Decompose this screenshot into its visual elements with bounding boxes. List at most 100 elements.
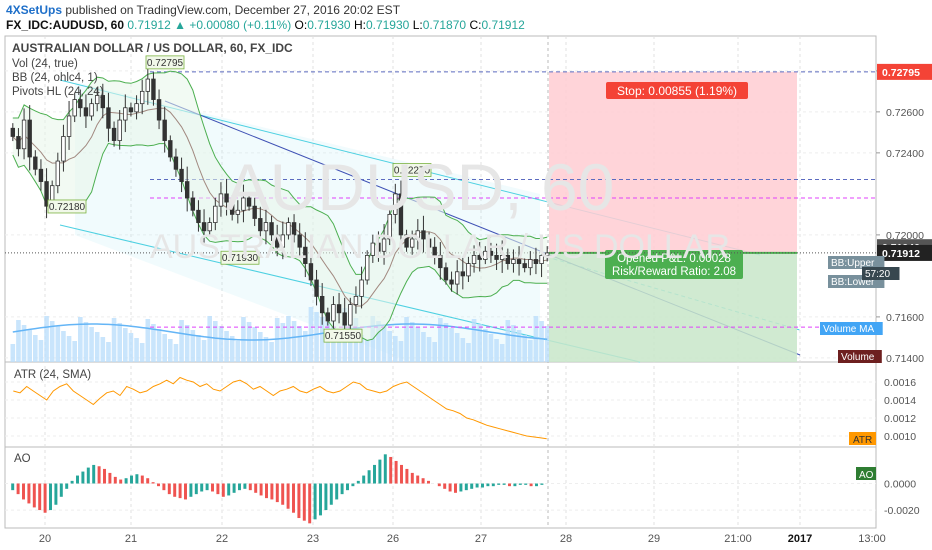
volume-bar [94, 332, 100, 362]
candle-body [139, 90, 145, 105]
volume-bar [151, 324, 156, 362]
volume-bar [123, 328, 128, 362]
candle-body [218, 193, 224, 207]
candle-body [190, 197, 196, 211]
candle-body [128, 107, 134, 113]
volume-bar [404, 317, 409, 362]
atr-pane: 0.0016 0.0014 0.0012 0.0010 ATR [5, 376, 916, 446]
volume-bar [78, 317, 83, 362]
atr-tick-label: 0.0016 [884, 377, 916, 389]
candle-body [179, 168, 184, 182]
candle-body [348, 304, 353, 326]
volume-bar [269, 342, 274, 362]
candle-body [111, 127, 117, 141]
candle-body [336, 304, 342, 314]
position-tool[interactable]: Stop: 0.00855 (1.19%) Opened P&L: 0.00028… [549, 71, 797, 362]
volume-bar [376, 321, 381, 362]
candle-body [83, 107, 89, 117]
candle-body [44, 181, 49, 207]
volume-bar [196, 335, 201, 362]
candle-body [258, 218, 263, 232]
low-value: 0.71870 [422, 18, 467, 32]
atr-tick-label: 0.0014 [884, 395, 916, 407]
volume-bar [449, 328, 454, 362]
y-tick-label: 0.71400 [886, 353, 924, 365]
indicator-bb[interactable]: BB (24, ohlc4, 1) [12, 72, 98, 84]
volume-bar [235, 341, 241, 362]
volume-bar [66, 336, 72, 362]
publish-text: published on TradingView.com, December 2… [62, 3, 401, 17]
atr-tick-label: 0.0010 [884, 431, 916, 443]
volume-bar [359, 335, 364, 362]
volume-bar [522, 335, 527, 362]
volume-bar [528, 340, 533, 362]
up-arrow-icon: ▲ [174, 18, 186, 32]
pivot-label: 0.71550 [325, 331, 362, 342]
volume-bar [145, 319, 151, 362]
candle-body [415, 230, 421, 240]
side-label-box [838, 350, 882, 363]
volume-bar [100, 337, 106, 362]
x-tick-label: 27 [475, 533, 487, 545]
candle-body [454, 271, 460, 285]
side-label: BB:Upper [831, 258, 875, 269]
pivot-label-box [220, 250, 260, 265]
volume-bar [336, 332, 342, 362]
ao-tick-label: 0.0000 [884, 479, 916, 491]
volume-bar [477, 324, 482, 362]
candle-body [483, 250, 488, 260]
candle-body [10, 127, 16, 137]
pivot-label-box [392, 163, 432, 177]
atr-badge-box [849, 432, 876, 445]
ao-tick-label: -0.0020 [884, 505, 920, 517]
volume-bar [438, 318, 443, 362]
candle-body [488, 250, 494, 256]
volume-bar [111, 318, 117, 362]
volume-bar [16, 320, 21, 362]
x-tick-label: 13:00 [858, 533, 886, 545]
volume-bar [156, 329, 162, 362]
candle-body [263, 222, 269, 232]
x-tick-label: 21:00 [724, 533, 752, 545]
candle-body [409, 238, 415, 248]
volume-bar [72, 341, 77, 362]
publish-line: 4XSetUps published on TradingView.com, D… [6, 3, 400, 17]
volume-bar [460, 338, 466, 362]
candle-body [319, 295, 325, 314]
ao-title[interactable]: AO [14, 453, 31, 465]
volume-bar [499, 344, 505, 362]
volume-bar [387, 331, 392, 362]
volume-bar [61, 331, 66, 362]
indicator-pivots[interactable]: Pivots HL (24, 24) [12, 86, 104, 98]
watermark-small: AUSTRALIAN DOLLAR / US DOLLAR [150, 228, 730, 266]
candle-body [117, 119, 122, 141]
indicator-vol[interactable]: Vol (24, true) [12, 58, 78, 70]
stop-label-box [606, 82, 748, 99]
volume-bar [139, 343, 145, 362]
volume-bar [117, 323, 122, 362]
atr-title[interactable]: ATR (24, SMA) [14, 369, 91, 381]
symbol-label: FX_IDC:AUDUSD, 60 [6, 18, 125, 32]
volume-bar [544, 326, 550, 362]
volume-bar [201, 340, 207, 362]
candle-body [539, 254, 544, 264]
volume-bar [488, 334, 494, 362]
pivot-label: 0.72795 [147, 58, 184, 69]
pivot-label: 0.71930 [222, 253, 259, 264]
pivot-label-box [323, 328, 363, 343]
side-label: Volume [841, 352, 875, 363]
volume-bar [190, 330, 196, 362]
volume-bar [21, 325, 27, 362]
volume-bar [331, 327, 336, 362]
high-label: H: [353, 18, 366, 32]
candle-body [370, 242, 376, 256]
ao-pane: 0.0000 -0.0020 AO [5, 454, 920, 524]
candles [10, 64, 550, 339]
brand-name[interactable]: 4XSetUps [6, 3, 63, 17]
candle-body [421, 230, 426, 240]
volume-bar [49, 321, 55, 362]
candle-body [241, 197, 246, 211]
volume-bar [303, 331, 308, 362]
y-tick-label: 0.72600 [886, 107, 924, 119]
